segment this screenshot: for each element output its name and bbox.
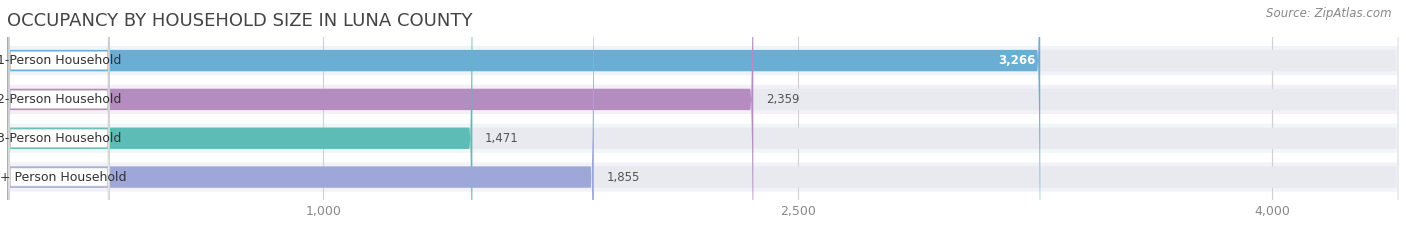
FancyBboxPatch shape — [7, 0, 1399, 233]
Text: 4+ Person Household: 4+ Person Household — [0, 171, 127, 184]
FancyBboxPatch shape — [7, 0, 472, 233]
Text: 3,266: 3,266 — [998, 54, 1035, 67]
Text: 1,855: 1,855 — [606, 171, 640, 184]
FancyBboxPatch shape — [7, 0, 1399, 233]
Text: Source: ZipAtlas.com: Source: ZipAtlas.com — [1267, 7, 1392, 20]
FancyBboxPatch shape — [7, 0, 1399, 233]
FancyBboxPatch shape — [7, 0, 1040, 233]
FancyBboxPatch shape — [7, 0, 1399, 233]
FancyBboxPatch shape — [7, 0, 1399, 233]
FancyBboxPatch shape — [7, 0, 754, 233]
FancyBboxPatch shape — [7, 0, 1399, 233]
FancyBboxPatch shape — [8, 0, 110, 233]
Text: 3-Person Household: 3-Person Household — [0, 132, 121, 145]
FancyBboxPatch shape — [7, 0, 593, 233]
Text: 1,471: 1,471 — [485, 132, 519, 145]
FancyBboxPatch shape — [8, 0, 110, 233]
FancyBboxPatch shape — [7, 0, 1399, 233]
FancyBboxPatch shape — [8, 0, 110, 233]
Text: 2-Person Household: 2-Person Household — [0, 93, 121, 106]
Text: 1-Person Household: 1-Person Household — [0, 54, 121, 67]
Text: OCCUPANCY BY HOUSEHOLD SIZE IN LUNA COUNTY: OCCUPANCY BY HOUSEHOLD SIZE IN LUNA COUN… — [7, 12, 472, 30]
Text: 2,359: 2,359 — [766, 93, 800, 106]
FancyBboxPatch shape — [7, 0, 1399, 233]
FancyBboxPatch shape — [8, 0, 110, 233]
